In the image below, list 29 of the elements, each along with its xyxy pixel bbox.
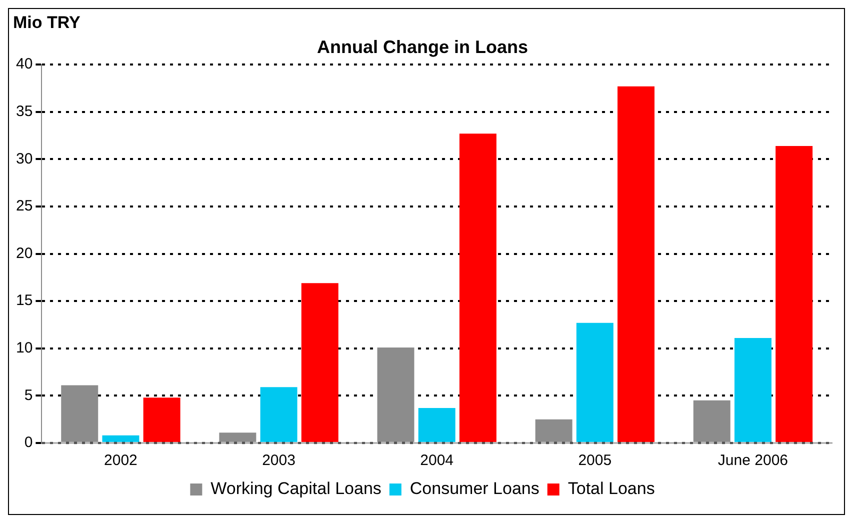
y-tick-label: 25 [16, 198, 33, 215]
x-tick-label: 2002 [104, 452, 138, 470]
x-tick-label: 2003 [262, 452, 296, 470]
bar [102, 435, 140, 442]
bar [418, 408, 456, 442]
y-tick-label: 15 [16, 292, 33, 310]
y-axis-title: Mio TRY [13, 13, 82, 32]
bar [618, 86, 654, 442]
x-tick-label: June 2006 [718, 452, 788, 470]
y-tick-label: 35 [16, 103, 33, 120]
bar [576, 322, 614, 442]
bar [459, 134, 496, 442]
chart-title: Annual Change in Loans [316, 36, 528, 57]
legend-label: Total Loans [568, 479, 655, 498]
bar [776, 146, 813, 442]
x-tick-label: 2005 [578, 452, 612, 470]
x-tick-label: 2004 [420, 452, 454, 470]
y-tick-label: 10 [16, 340, 33, 357]
y-tick-label: 30 [16, 150, 33, 168]
legend-label: Consumer Loans [410, 479, 540, 498]
bar [734, 338, 772, 442]
bar [260, 387, 298, 442]
y-tick-label: 40 [16, 56, 33, 73]
bar [301, 283, 338, 442]
y-tick-label: 0 [24, 434, 33, 452]
y-tick-label: 5 [24, 386, 33, 404]
legend-label: Working Capital Loans [210, 479, 382, 498]
bar [143, 398, 180, 442]
y-tick-label: 20 [16, 244, 33, 262]
